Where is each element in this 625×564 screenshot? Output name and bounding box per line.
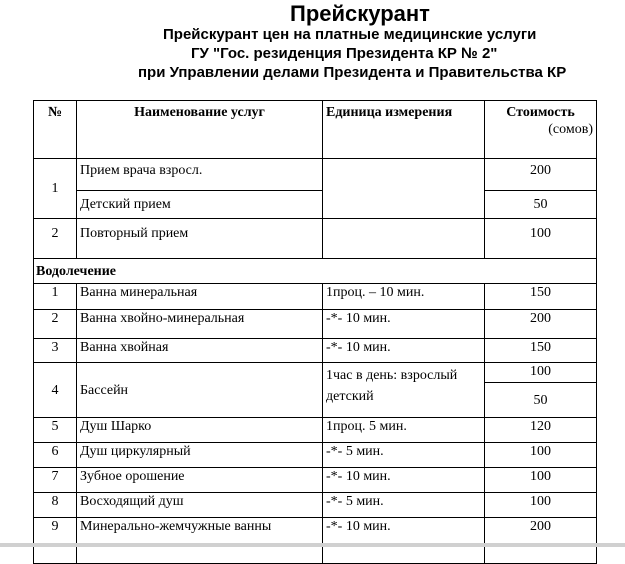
subtitle-line: при Управлении делами Президента и Прави… <box>138 64 567 81</box>
row-unit: 1проц. – 10 мин. <box>322 283 485 310</box>
row-cost: 200 <box>484 309 597 339</box>
row-cost: 150 <box>484 283 597 310</box>
row-unit: 1час в день: взрослый детский <box>322 362 485 418</box>
section-title: Водолечение <box>33 258 597 284</box>
table-header-row: № Наименование услуг Единица измерения С… <box>33 100 597 159</box>
price-table: № Наименование услуг Единица измерения С… <box>33 100 597 564</box>
row-cost: 100 <box>484 218 597 259</box>
row-name: Восходящий душ <box>76 492 323 518</box>
row-num: 2 <box>33 218 77 259</box>
table-row: 50 <box>34 382 597 418</box>
row-unit: -*- 10 мин. <box>322 309 485 339</box>
row-name: Зубное орошение <box>76 467 323 493</box>
table-row: 8 Восходящий душ -*- 5 мин. 100 <box>33 492 597 518</box>
row-unit: -*- 5 мин. <box>322 442 485 468</box>
table-row: 6 Душ циркулярный -*- 5 мин. 100 <box>33 442 597 468</box>
header-cost-label: Стоимость <box>506 105 575 120</box>
page-edge <box>0 543 625 547</box>
document-title: Прейскурант <box>290 1 430 26</box>
row-num: 4 <box>33 362 77 418</box>
row-cost: 150 <box>484 338 597 363</box>
section-row: Водолечение <box>33 258 597 284</box>
row-num: 1 <box>33 158 77 219</box>
row-cost: 100 <box>484 467 597 493</box>
table-row: 1 Ванна минеральная 1проц. – 10 мин. 150 <box>33 283 597 310</box>
row-name: Повторный прием <box>76 218 323 259</box>
row-num: 7 <box>33 467 77 493</box>
row-unit: -*- 10 мин. <box>322 467 485 493</box>
row-name: Душ циркулярный <box>76 442 323 468</box>
table-row: Детский прием 50 <box>34 190 597 219</box>
row-cost: 200 <box>484 158 597 191</box>
row-num: 8 <box>33 492 77 518</box>
row-unit <box>322 218 485 259</box>
table-row: 1 Прием врача взросл. 200 <box>33 158 597 219</box>
row-name: Бассейн <box>76 362 323 418</box>
row-unit: -*- 5 мин. <box>322 492 485 518</box>
row-cost: 50 <box>484 382 597 418</box>
table-row: 7 Зубное орошение -*- 10 мин. 100 <box>33 467 597 493</box>
header-cost-unit: (сомов) <box>548 122 593 137</box>
table-row: 4 Бассейн 1час в день: взрослый детский … <box>33 362 597 418</box>
row-cost: 200 <box>484 517 597 544</box>
row-num: 9 <box>33 517 77 544</box>
header-cost: Стоимость (сомов) <box>484 100 597 159</box>
table-row: 2 Повторный прием 100 <box>33 218 597 259</box>
row-num: 1 <box>33 283 77 310</box>
row-cost: 50 <box>484 190 597 219</box>
row-unit: -*- 10 мин. <box>322 338 485 363</box>
row-unit: -*- 10 мин. <box>322 517 485 544</box>
table-row: 5 Душ Шарко 1проц. 5 мин. 120 <box>33 417 597 443</box>
header-unit: Единица измерения <box>322 100 485 159</box>
row-name: Ванна хвойно-минеральная <box>76 309 323 339</box>
row-num: 6 <box>33 442 77 468</box>
subtitle-line: Прейскурант цен на платные медицинские у… <box>163 26 537 43</box>
row-num: 2 <box>33 309 77 339</box>
table-row: 9 Минерально-жемчужные ванны -*- 10 мин.… <box>33 517 597 544</box>
row-unit: 1проц. 5 мин. <box>322 417 485 443</box>
header-name: Наименование услуг <box>76 100 323 159</box>
row-num: 5 <box>33 417 77 443</box>
row-name: Детский прием <box>76 190 323 219</box>
row-unit <box>322 158 485 219</box>
row-cost: 100 <box>484 492 597 518</box>
row-num: 3 <box>33 338 77 363</box>
subtitle-line: ГУ "Гос. резиденция Президента КР № 2" <box>191 45 498 62</box>
row-name: Душ Шарко <box>76 417 323 443</box>
row-name: Прием врача взросл. <box>76 158 323 191</box>
table-row: 2 Ванна хвойно-минеральная -*- 10 мин. 2… <box>33 309 597 339</box>
row-name: Ванна хвойная <box>76 338 323 363</box>
header-num: № <box>33 100 77 159</box>
row-cost: 120 <box>484 417 597 443</box>
row-cost: 100 <box>484 442 597 468</box>
row-name: Минерально-жемчужные ванны <box>76 517 323 544</box>
row-name: Ванна минеральная <box>76 283 323 310</box>
table-row: 3 Ванна хвойная -*- 10 мин. 150 <box>33 338 597 363</box>
row-cost: 100 <box>484 362 597 383</box>
